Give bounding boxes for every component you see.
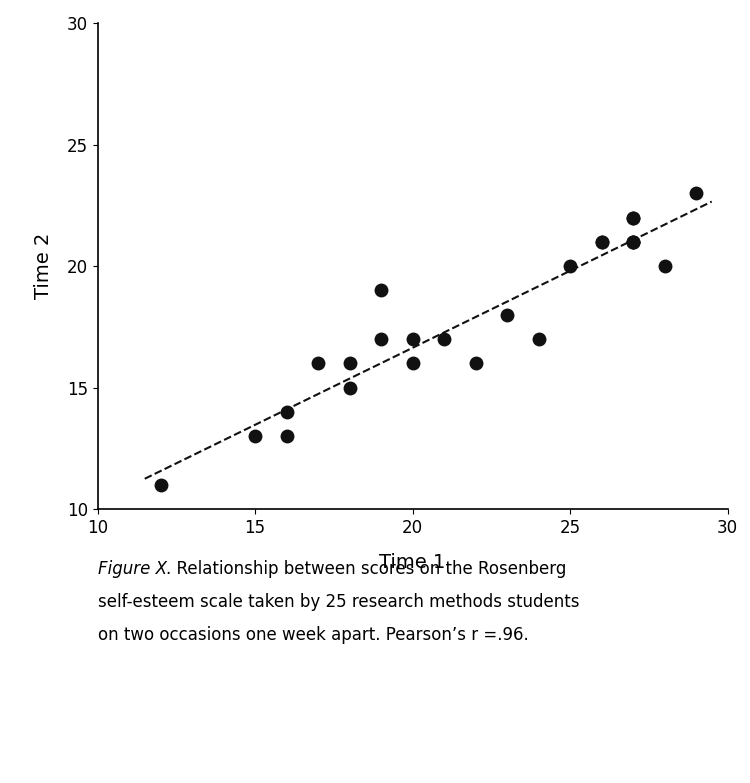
Point	[280, 406, 292, 418]
Point	[406, 357, 418, 370]
Point	[596, 236, 608, 248]
Point	[627, 211, 639, 224]
Point	[438, 333, 450, 345]
Point	[627, 236, 639, 248]
Point	[501, 309, 513, 321]
X-axis label: Time 1: Time 1	[380, 554, 446, 572]
Point	[627, 236, 639, 248]
Point	[312, 357, 324, 370]
Point	[154, 478, 166, 491]
Point	[375, 284, 387, 297]
Point	[406, 333, 418, 345]
Point	[627, 211, 639, 224]
Point	[690, 187, 702, 200]
Y-axis label: Time 2: Time 2	[34, 233, 53, 299]
Point	[470, 357, 482, 370]
Point	[658, 260, 670, 272]
Text: on two occasions one week apart. Pearson’s r =.96.: on two occasions one week apart. Pearson…	[98, 626, 528, 644]
Point	[564, 260, 576, 272]
Point	[280, 430, 292, 442]
Point	[375, 333, 387, 345]
Point	[596, 236, 608, 248]
Point	[532, 333, 544, 345]
Text: self-esteem scale taken by 25 research methods students: self-esteem scale taken by 25 research m…	[98, 593, 579, 611]
Point	[627, 236, 639, 248]
Text: Figure X: Figure X	[98, 560, 166, 578]
Point	[344, 357, 355, 370]
Text: . Relationship between scores on the Rosenberg: . Relationship between scores on the Ros…	[166, 560, 567, 578]
Point	[344, 381, 355, 394]
Point	[249, 430, 261, 442]
